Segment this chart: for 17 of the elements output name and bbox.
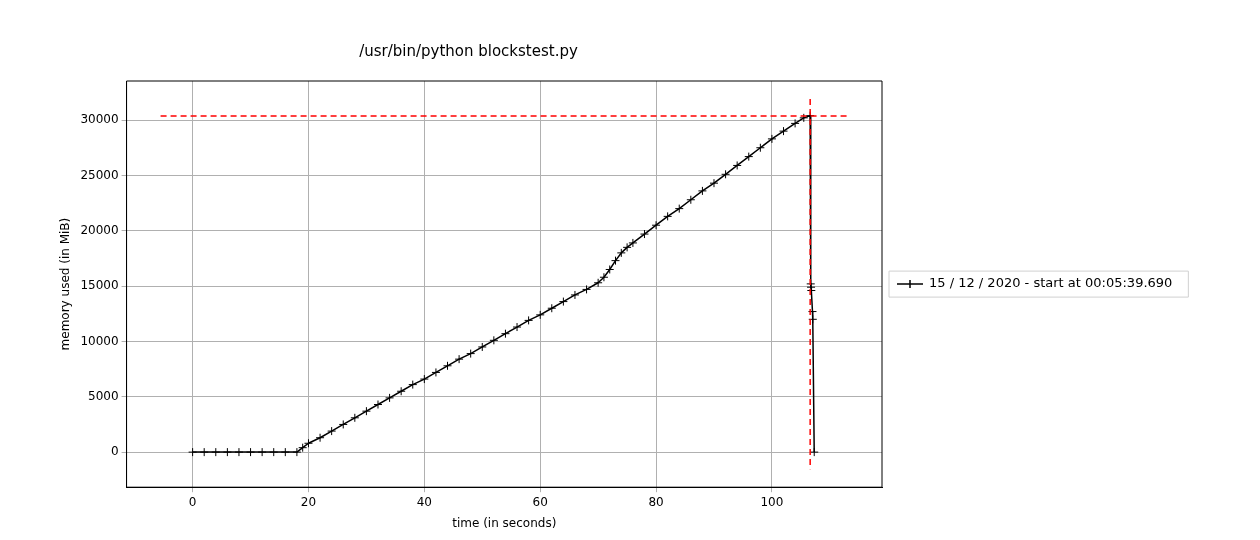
legend-label: 15 / 12 / 2020 - start at 00:05:39.690: [929, 275, 1173, 291]
x-tick-label: 20: [300, 494, 317, 509]
y-tick-label: 25000: [80, 167, 119, 182]
y-tick-label: 20000: [80, 222, 119, 237]
y-axis-title: memory used (in MiB): [58, 217, 73, 351]
y-tick-label: 30000: [80, 112, 119, 127]
y-tick-label: 5000: [88, 388, 119, 403]
chart-title: /usr/bin/python blockstest.py: [359, 41, 578, 60]
y-tick-label: 15000: [80, 278, 119, 293]
x-tick-label: 100: [760, 494, 784, 509]
x-tick-label: 40: [416, 494, 432, 509]
x-axis-title: time (in seconds): [452, 515, 557, 530]
x-tick-label: 80: [648, 494, 664, 509]
y-tick-label: 10000: [80, 333, 119, 348]
y-tick-label: 0: [110, 444, 119, 459]
x-tick-label: 0: [188, 494, 197, 509]
x-tick-label: 60: [532, 494, 548, 509]
